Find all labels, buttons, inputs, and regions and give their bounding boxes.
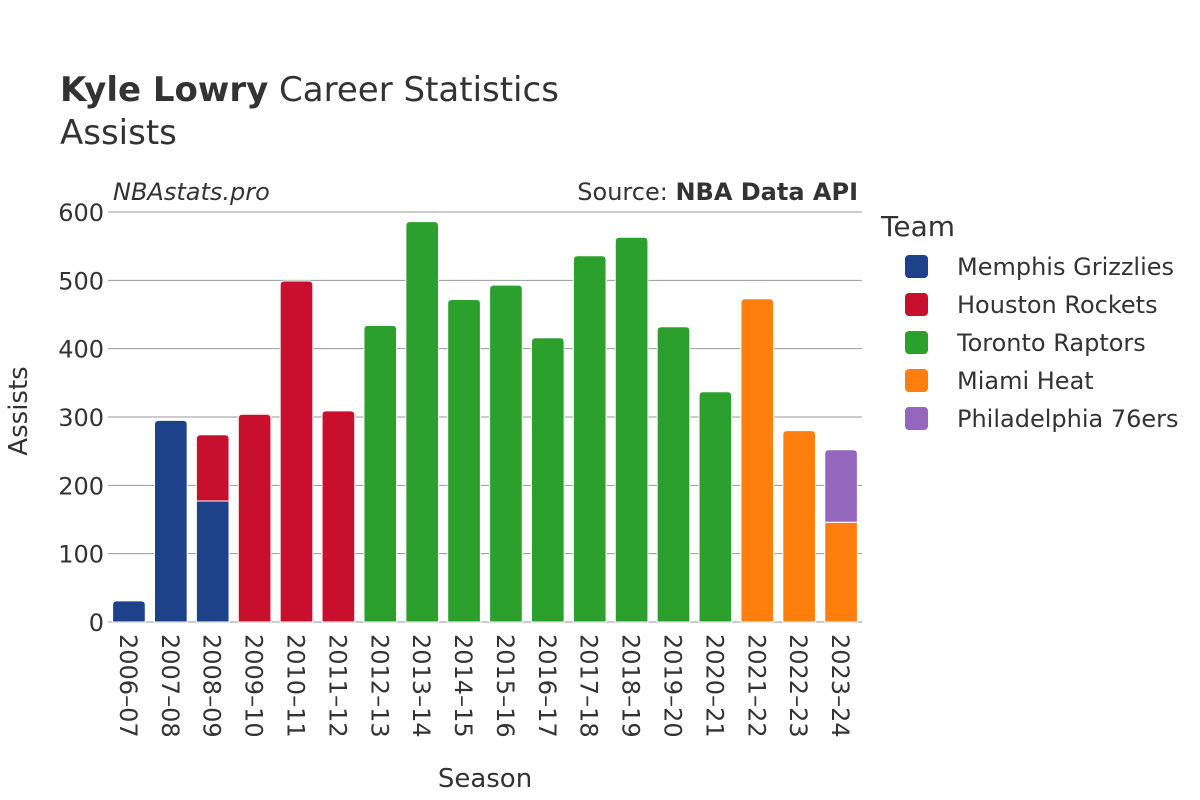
legend-title: Team: [880, 210, 955, 243]
bars: Memphis Grizzlies 2006–07: 31 Memphis Gri…: [112, 221, 858, 623]
legend-swatch: [905, 293, 928, 316]
source-credit: Source: NBA Data API: [577, 178, 858, 206]
x-tick-label: 2022–23: [784, 634, 812, 738]
x-axis-title: Season: [438, 764, 532, 794]
bar-segment[interactable]: Toronto Raptors 2018–19: 563: [614, 236, 649, 623]
y-tick-label: 200: [58, 472, 104, 500]
legend-label: Philadelphia 76ers: [957, 405, 1179, 433]
y-tick-label: 400: [58, 336, 104, 364]
bar-segment[interactable]: Toronto Raptors 2020–21: 337: [698, 391, 733, 623]
x-tick-label: 2008–09: [198, 634, 226, 738]
bar-segment[interactable]: Toronto Raptors 2015–16: 493: [489, 284, 523, 623]
legend-label: Houston Rockets: [957, 291, 1158, 319]
x-tick-label: 2007–08: [156, 634, 184, 738]
bar-segment[interactable]: Toronto Raptors 2013–14: 586: [405, 221, 440, 623]
x-tick-label: 2011–12: [323, 634, 351, 738]
x-tick-label: 2014–15: [449, 634, 477, 738]
bar-segment[interactable]: Houston Rockets 2009–10: 304: [237, 413, 272, 623]
legend-label: Miami Heat: [957, 367, 1094, 395]
bar-segment[interactable]: Houston Rockets 2011–12: 309: [321, 410, 356, 623]
title-rest: Career Statistics: [268, 70, 559, 110]
legend: Memphis Grizzlies Houston Rockets Toronto …: [905, 253, 1179, 433]
x-tick-label: 2017–18: [575, 634, 603, 738]
x-axis-ticks: 2006–07 2007–08 2008–09 2009–10 2010–11 2011–…: [114, 634, 854, 738]
bar-segment[interactable]: Memphis Grizzlies 2006–07: 31: [112, 600, 146, 623]
y-tick-label: 500: [58, 267, 104, 295]
x-tick-label: 2012–13: [365, 634, 393, 738]
bar-segment[interactable]: Toronto Raptors 2014–15: 472: [447, 298, 481, 623]
legend-item[interactable]: Memphis Grizzlies: [905, 253, 1174, 281]
y-tick-label: 600: [58, 199, 104, 227]
y-tick-label: 0: [89, 609, 104, 637]
bar-segment[interactable]: Memphis Grizzlies 2007–08: 295: [153, 419, 188, 623]
y-tick-label: 100: [58, 541, 104, 569]
chart-title: Kyle Lowry Career Statistics: [60, 70, 559, 110]
x-tick-label: 2016–17: [533, 634, 561, 738]
x-tick-label: 2013–14: [407, 634, 435, 738]
legend-swatch: [905, 331, 928, 354]
bar-segment[interactable]: Toronto Raptors 2016–17: 416: [530, 337, 565, 623]
bar-segment[interactable]: Toronto Raptors 2019–20: 432: [656, 326, 691, 623]
source-prefix: Source:: [577, 178, 675, 206]
x-tick-label: 2019–20: [659, 634, 687, 738]
legend-swatch: [905, 407, 928, 430]
bar-segment[interactable]: Miami Heat 2022–23: 280: [782, 430, 817, 623]
x-tick-label: 2015–16: [491, 634, 519, 738]
gridlines: [108, 211, 862, 623]
legend-label: Toronto Raptors: [956, 329, 1146, 357]
legend-item[interactable]: Miami Heat: [905, 367, 1094, 395]
bar-segment[interactable]: Memphis Grizzlies 2008–09: 177: [195, 500, 230, 623]
legend-swatch: [905, 255, 928, 278]
legend-item[interactable]: Philadelphia 76ers: [905, 405, 1179, 433]
source-name: NBA Data API: [675, 178, 858, 206]
bar-segment[interactable]: Miami Heat 2021–22: 473: [740, 298, 775, 623]
legend-swatch: [905, 369, 928, 392]
legend-item[interactable]: Toronto Raptors: [905, 329, 1146, 357]
chart-subtitle: Assists: [60, 113, 177, 153]
title-player: Kyle Lowry: [60, 70, 268, 110]
x-tick-label: 2021–22: [742, 634, 770, 738]
x-tick-label: 2018–19: [617, 634, 645, 738]
x-tick-label: 2006–07: [114, 634, 142, 738]
legend-label: Memphis Grizzlies: [957, 253, 1174, 281]
legend-item[interactable]: Houston Rockets: [905, 291, 1158, 319]
bar-segment[interactable]: Toronto Raptors 2017–18: 536: [572, 255, 607, 623]
x-tick-label: 2010–11: [282, 634, 310, 738]
bar-segment[interactable]: Houston Rockets 2010–11: 499: [279, 280, 314, 623]
x-tick-label: 2023–24: [826, 634, 854, 738]
x-tick-label: 2009–10: [240, 634, 268, 738]
y-axis-title: Assists: [4, 366, 34, 455]
bar-segment[interactable]: Houston Rockets 2008–09: 97: [195, 434, 230, 502]
y-axis-ticks: 0 100 200 300 400 500 600: [58, 199, 104, 637]
bar-segment[interactable]: Philadelphia 76ers 2023–24: 106: [824, 449, 858, 523]
brand-watermark: NBAstats.pro: [113, 178, 270, 206]
y-tick-label: 300: [58, 404, 104, 432]
bar-segment[interactable]: Miami Heat 2023–24: 146: [824, 521, 858, 623]
bar-segment[interactable]: Toronto Raptors 2012–13: 434: [363, 324, 398, 623]
x-tick-label: 2020–21: [700, 634, 728, 738]
